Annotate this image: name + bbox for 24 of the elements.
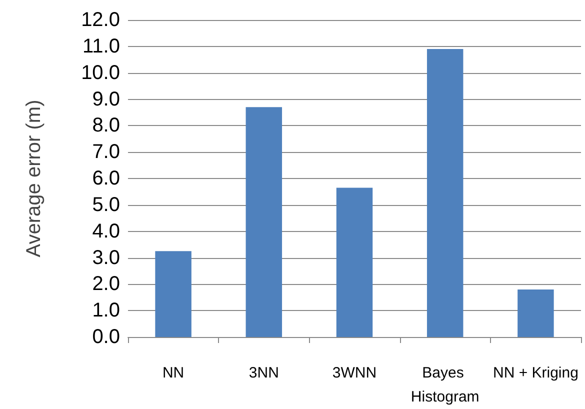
y-tick-label: 3.0 xyxy=(92,246,120,269)
x-tick-label: NN xyxy=(162,364,184,382)
y-tick-label: 10.0 xyxy=(81,62,120,84)
bar xyxy=(518,289,554,337)
y-tick-label: 7.0 xyxy=(92,141,120,164)
bar xyxy=(246,107,282,337)
y-tick-label: 5.0 xyxy=(92,194,120,216)
bar xyxy=(336,188,373,337)
y-tick-label: 2.0 xyxy=(92,273,120,296)
y-tick-label: 11.0 xyxy=(82,35,120,58)
y-tick-label: 6.0 xyxy=(92,168,120,190)
y-tick-label: 12.0 xyxy=(81,9,120,31)
x-tick-label: Bayes Histogram xyxy=(410,364,480,406)
bar xyxy=(155,251,192,337)
x-tick-label: 3NN xyxy=(248,364,279,382)
y-tick-label: 1.0 xyxy=(92,300,120,322)
y-tick-label: 4.0 xyxy=(92,220,120,242)
x-tick-label: 3WNN xyxy=(332,364,377,382)
bar xyxy=(426,49,464,337)
y-tick-label: 9.0 xyxy=(92,88,120,110)
y-tick-label: 0.0 xyxy=(92,326,120,348)
x-tick-label: NN + Kriging xyxy=(492,364,578,382)
y-axis-title: Average error (m) xyxy=(23,100,45,258)
y-tick-label: 8.0 xyxy=(92,114,120,137)
